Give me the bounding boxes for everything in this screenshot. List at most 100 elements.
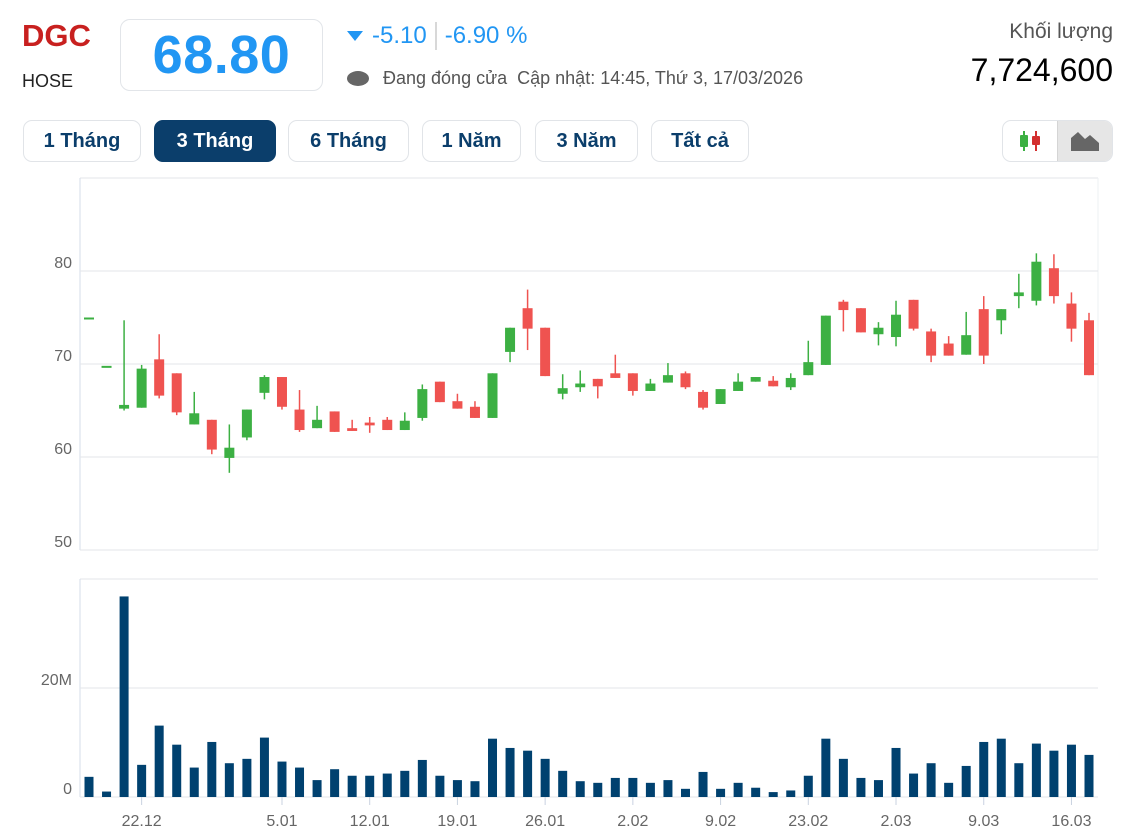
volume-bar xyxy=(172,744,182,797)
volume-bar xyxy=(452,780,462,797)
volume-bar xyxy=(347,775,357,797)
candle-down xyxy=(610,373,621,378)
candle-down xyxy=(838,301,849,311)
range-1-month[interactable]: 1 Tháng xyxy=(23,120,141,162)
candle-down xyxy=(943,343,954,356)
candle-down xyxy=(1066,303,1077,329)
candle-down xyxy=(592,378,603,387)
volume-bar xyxy=(733,782,743,797)
volume-bar xyxy=(768,792,778,797)
market-status: Đang đóng cửa Cập nhật: 14:45, Thứ 3, 17… xyxy=(347,68,803,89)
range-all[interactable]: Tất cả xyxy=(651,120,749,162)
triangle-down-icon xyxy=(347,31,363,41)
candle-up xyxy=(557,388,568,394)
candle-up xyxy=(241,409,252,438)
volume-bar xyxy=(751,787,761,797)
candle-up xyxy=(820,315,831,365)
volume-bar xyxy=(400,770,410,797)
volume-bar xyxy=(821,738,831,797)
candlestick-chart-button[interactable] xyxy=(1003,121,1057,161)
volume-bar xyxy=(119,596,129,797)
candle-up xyxy=(645,383,656,391)
exchange-label: HOSE xyxy=(22,71,74,91)
status-text: Đang đóng cửa xyxy=(383,68,508,88)
candle-down xyxy=(329,411,340,432)
divider xyxy=(434,22,437,50)
candle-up xyxy=(312,419,323,429)
area-chart-button[interactable] xyxy=(1057,121,1112,161)
candle-down xyxy=(294,409,305,431)
candle-down xyxy=(469,406,480,418)
candle-down xyxy=(855,308,866,333)
candle-down xyxy=(540,327,551,377)
volume-bar xyxy=(698,771,708,797)
x-tick-label: 5.01 xyxy=(266,813,297,828)
volume-bar xyxy=(575,781,585,797)
candle-down xyxy=(978,309,989,356)
candle-up xyxy=(1013,292,1024,297)
candle-down xyxy=(171,373,182,413)
volume-bar xyxy=(295,767,305,797)
volume-bar xyxy=(540,758,550,797)
volume-bar xyxy=(330,769,340,797)
volume-bar xyxy=(926,763,936,797)
x-tick-label: 2.03 xyxy=(880,813,911,828)
range-3-months[interactable]: 3 Tháng xyxy=(154,120,276,162)
volume-bar xyxy=(189,767,199,797)
candle-up xyxy=(259,377,270,393)
volume-tick-label: 0 xyxy=(63,781,72,798)
candle-up xyxy=(487,373,498,418)
candle-down xyxy=(1084,320,1094,376)
range-6-months[interactable]: 6 Tháng xyxy=(288,120,409,162)
volume-bar xyxy=(242,758,252,797)
volume-bar xyxy=(365,775,375,797)
volume-bar xyxy=(488,738,498,797)
candle-up xyxy=(136,368,147,408)
volume-bar xyxy=(803,775,813,797)
x-tick-label: 19.01 xyxy=(437,813,477,828)
volume-bar xyxy=(663,780,673,797)
candle-up xyxy=(961,335,972,355)
candle-up xyxy=(662,375,673,383)
candle-up xyxy=(505,327,516,352)
volume-bar xyxy=(873,780,883,797)
candlestick-icon xyxy=(1020,131,1040,151)
volume-bar xyxy=(944,782,954,797)
volume-bar xyxy=(645,782,655,797)
volume-bar xyxy=(102,791,112,797)
volume-bar xyxy=(996,738,1006,797)
candle-down xyxy=(522,308,533,329)
candle-down xyxy=(434,381,445,403)
volume-bar xyxy=(786,790,796,797)
volume-bar xyxy=(137,764,147,797)
candle-up xyxy=(399,420,410,431)
range-3-years[interactable]: 3 Năm xyxy=(535,120,638,162)
x-tick-label: 12.01 xyxy=(350,813,390,828)
volume-bar xyxy=(909,773,919,797)
volume-bar xyxy=(382,773,392,797)
candle-up xyxy=(189,413,200,425)
candle-up xyxy=(84,317,94,320)
volume-bar xyxy=(1014,763,1024,797)
volume-bar xyxy=(84,776,94,797)
price-tick-label: 60 xyxy=(54,441,72,458)
volume-bar xyxy=(979,741,989,797)
volume-bar xyxy=(224,763,234,797)
volume-bar xyxy=(856,777,866,797)
area-chart-icon xyxy=(1071,132,1099,151)
candle-down xyxy=(1048,268,1059,297)
candle-up xyxy=(715,389,726,404)
volume-bar xyxy=(838,758,848,797)
volume-bar xyxy=(680,788,690,797)
volume-bar xyxy=(470,781,480,797)
candle-down xyxy=(680,373,691,388)
price-box: 68.80 xyxy=(120,19,323,91)
volume-bar xyxy=(593,782,603,797)
price-tick-label: 80 xyxy=(54,255,72,272)
current-price: 68.80 xyxy=(152,25,291,85)
range-1-year[interactable]: 1 Năm xyxy=(422,120,521,162)
candle-down xyxy=(768,380,779,387)
candle-down xyxy=(926,331,937,356)
volume-bar xyxy=(628,777,638,797)
x-tick-label: 16.03 xyxy=(1051,813,1091,828)
